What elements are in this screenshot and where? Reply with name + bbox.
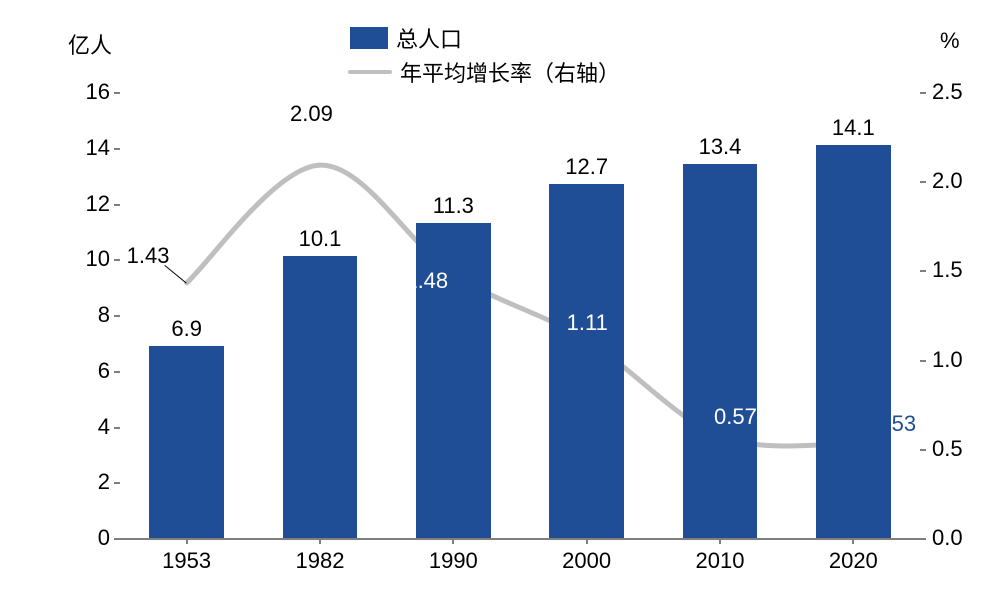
bar-label: 14.1 (813, 115, 893, 141)
y-right-tick: 1.0 (932, 347, 982, 373)
y-left-tick: 10 (70, 246, 110, 272)
x-tick: 2010 (680, 548, 760, 574)
x-tick: 1982 (280, 548, 360, 574)
legend-bars-label: 总人口 (396, 22, 462, 54)
x-tick: 1953 (147, 548, 227, 574)
line-label: 1.48 (405, 268, 448, 294)
y-left-tick: 4 (70, 414, 110, 440)
line-label: 0.57 (714, 404, 757, 430)
y-right-tick: 2.5 (932, 79, 982, 105)
tick-mark (114, 427, 120, 429)
tick-mark (114, 538, 120, 540)
bar-label: 10.1 (280, 226, 360, 252)
tick-mark (186, 538, 188, 544)
tick-mark (114, 204, 120, 206)
y-right-tick: 2.0 (932, 168, 982, 194)
legend-swatch-line (348, 70, 392, 74)
bar (549, 184, 624, 538)
legend-line-label: 年平均增长率（右轴） (400, 56, 620, 88)
tick-mark (920, 270, 926, 272)
x-tick: 1990 (413, 548, 493, 574)
tick-mark (920, 538, 926, 540)
y-left-tick: 2 (70, 469, 110, 495)
chart-container: 亿人 % 总人口 年平均增长率（右轴） 0 2 4 6 8 10 12 14 16 0.0 0.5 1… (0, 0, 990, 603)
tick-mark (852, 538, 854, 544)
y-left-tick: 8 (70, 302, 110, 328)
y-left-tick: 6 (70, 358, 110, 384)
line-label: 0.53 (873, 411, 916, 437)
y-right-tick: 0.5 (932, 436, 982, 462)
bar-label: 13.4 (680, 134, 760, 160)
legend-swatch-bar (350, 27, 388, 49)
x-tick: 2020 (813, 548, 893, 574)
tick-mark (586, 538, 588, 544)
line-label: 1.43 (127, 243, 170, 269)
tick-mark (920, 181, 926, 183)
bar-label: 6.9 (147, 316, 227, 342)
tick-mark (114, 371, 120, 373)
plot-area (120, 92, 920, 540)
right-axis-title: % (940, 28, 960, 54)
legend-line: 年平均增长率（右轴） (348, 56, 620, 88)
tick-mark (920, 92, 926, 94)
line-label: 1.11 (567, 310, 608, 336)
y-left-tick: 16 (70, 79, 110, 105)
line-label: 2.09 (290, 101, 333, 127)
bar (283, 256, 358, 538)
left-axis-title: 亿人 (68, 28, 112, 60)
tick-mark (114, 482, 120, 484)
tick-mark (114, 148, 120, 150)
bar (683, 164, 758, 538)
bar (816, 145, 891, 538)
y-right-tick: 0.0 (932, 525, 982, 551)
tick-mark (114, 92, 120, 94)
tick-mark (319, 538, 321, 544)
tick-mark (719, 538, 721, 544)
tick-mark (920, 449, 926, 451)
tick-mark (920, 360, 926, 362)
tick-mark (114, 315, 120, 317)
tick-mark (452, 538, 454, 544)
x-tick: 2000 (547, 548, 627, 574)
y-left-tick: 12 (70, 191, 110, 217)
bar-label: 11.3 (413, 193, 493, 219)
bar-label: 12.7 (547, 154, 627, 180)
legend-bars: 总人口 (350, 22, 462, 54)
y-left-tick: 14 (70, 135, 110, 161)
tick-mark (114, 259, 120, 261)
y-left-tick: 0 (70, 525, 110, 551)
bar (149, 346, 224, 538)
y-right-tick: 1.5 (932, 257, 982, 283)
